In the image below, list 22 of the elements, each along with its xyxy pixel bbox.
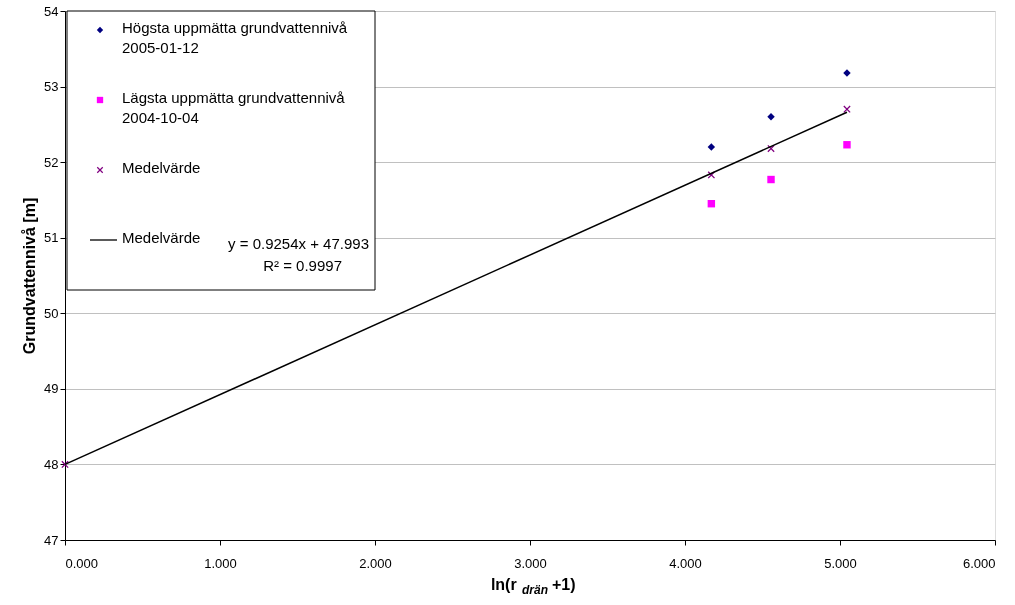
annotation: R² = 0.9997 <box>263 257 342 274</box>
x-tick-label: 0.000 <box>65 555 99 571</box>
y-tick-label: 50 <box>44 305 59 321</box>
y-axis-title: Grundvattennivå [m] <box>21 197 39 355</box>
y-tick-label: 47 <box>44 532 59 548</box>
y-tick-label: 51 <box>44 230 59 246</box>
annotation: y = 0.9254x + 47.993 <box>228 235 369 252</box>
x-tick-label: 4.000 <box>669 555 702 571</box>
y-tick-label: 49 <box>44 381 59 397</box>
y-tick-label: 53 <box>44 79 59 95</box>
y-tick-label: 48 <box>44 456 59 472</box>
x-tick-label: 1.000 <box>204 555 237 571</box>
x-tick-label: 5.000 <box>824 555 857 571</box>
x-tick-label: 6.000 <box>962 555 996 571</box>
y-tick-label: 52 <box>44 154 59 170</box>
x-tick-label: 2.000 <box>359 555 392 571</box>
legend-label: Medelvärde <box>122 229 201 246</box>
legend-label: Högsta uppmätta grundvattennivå 2005-01-12 <box>122 19 348 56</box>
y-tick-label: 54 <box>44 3 59 19</box>
x-tick-label: 3.000 <box>514 555 547 571</box>
legend-label: Lägsta uppmätta grundvattennivå 2004-10-04 <box>122 89 346 126</box>
legend-label: Medelvärde <box>122 159 201 176</box>
